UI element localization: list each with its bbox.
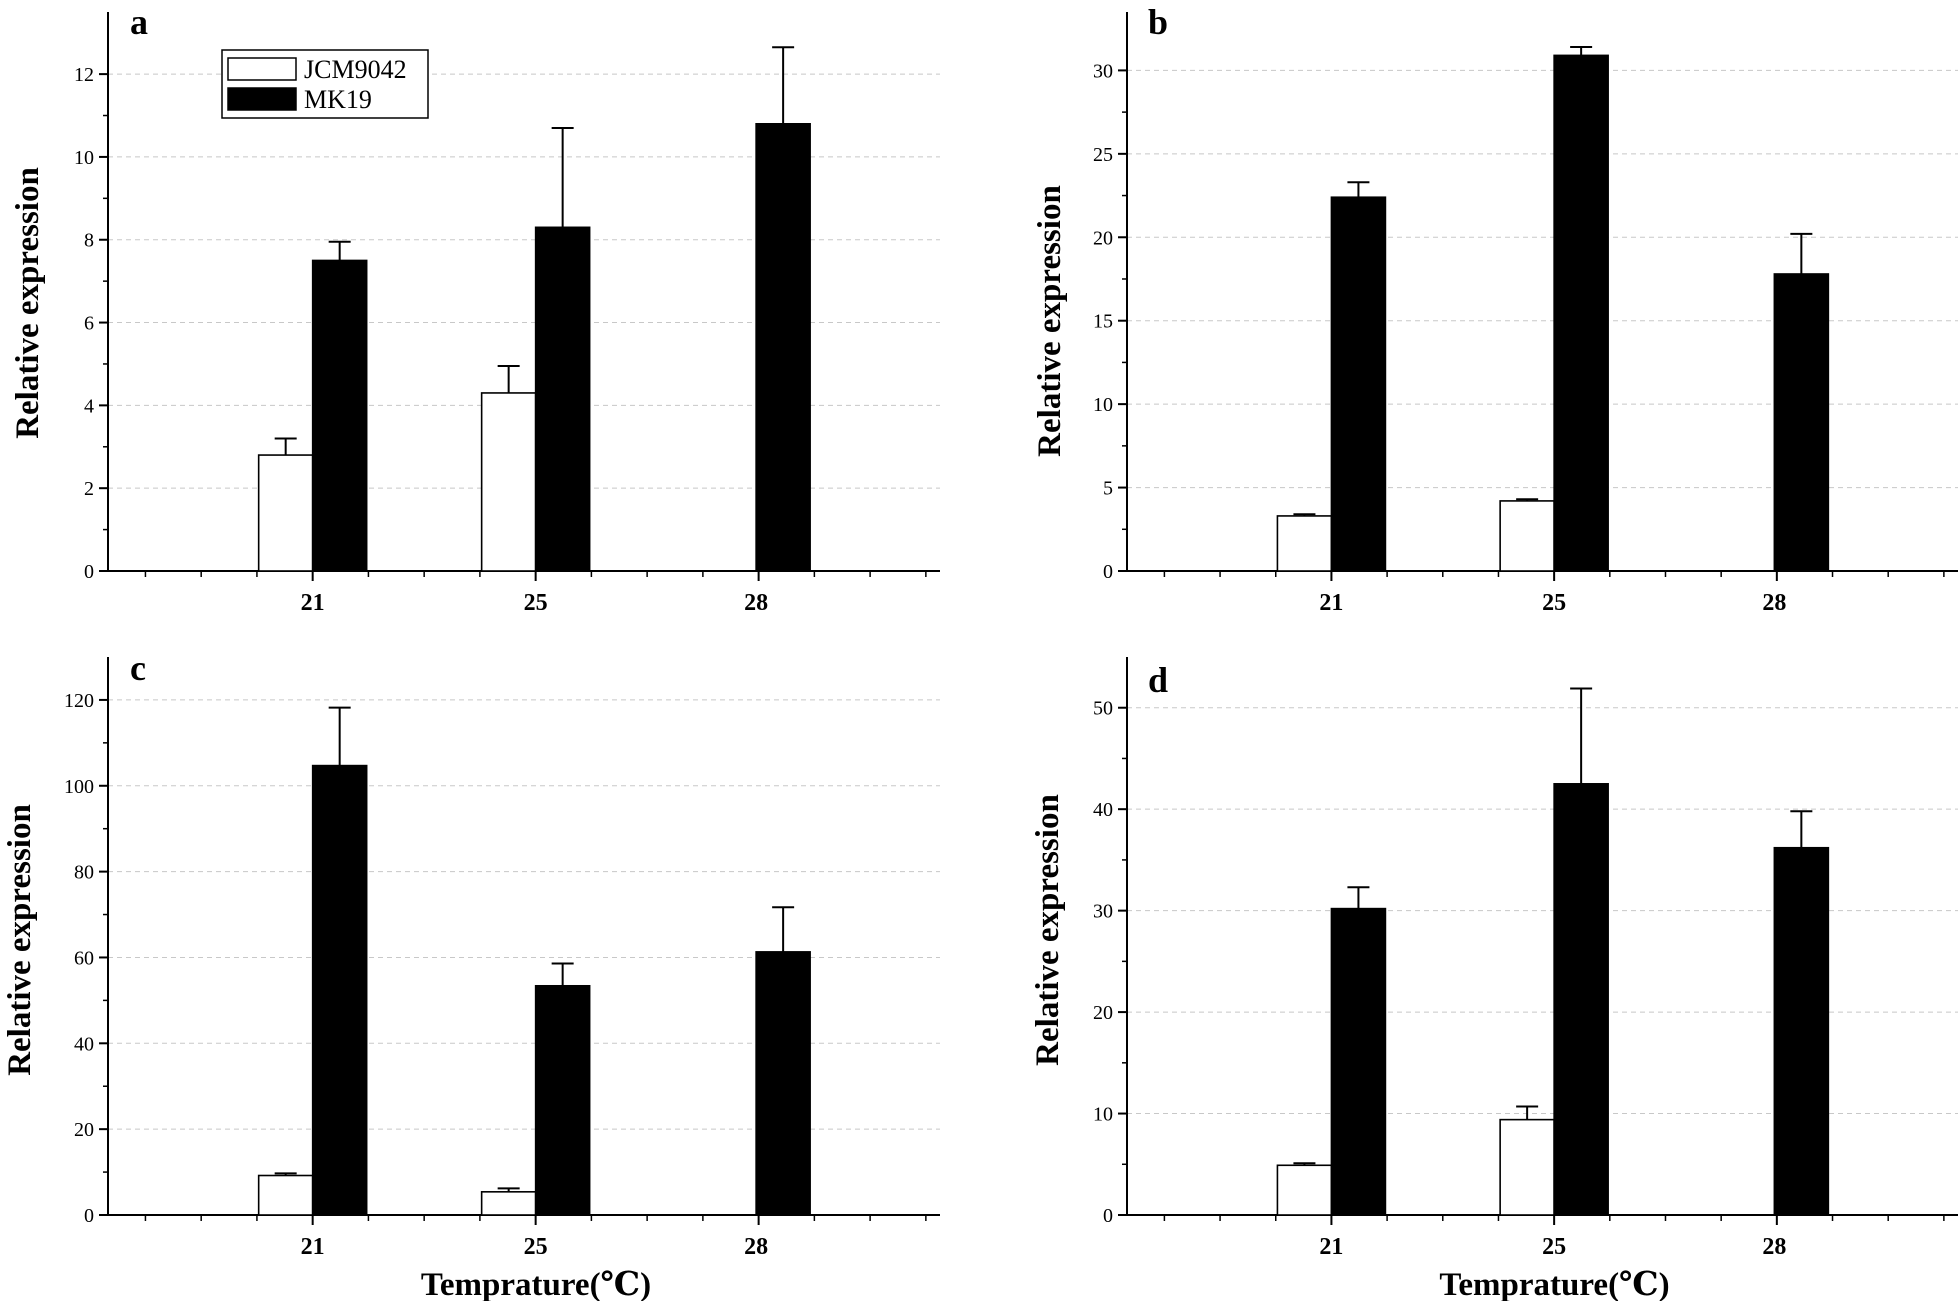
y-tick-label: 20	[1093, 227, 1113, 249]
x-tick-label: 28	[744, 590, 768, 616]
x-tick-label: 21	[1319, 1234, 1343, 1260]
panel-label: d	[1148, 660, 1168, 700]
y-tick-label: 0	[1103, 1205, 1113, 1227]
y-tick-label: 0	[84, 1205, 94, 1227]
y-tick-label: 50	[1093, 698, 1113, 720]
y-tick-label: 80	[74, 862, 94, 884]
y-tick-label: 20	[74, 1119, 94, 1141]
panel-label: c	[130, 648, 146, 688]
x-tick-label: 25	[1542, 590, 1566, 616]
y-tick-label: 30	[1093, 60, 1113, 82]
bar-mk19-21	[311, 764, 368, 1216]
bar-mk19-21	[311, 259, 368, 572]
panel-a: 0 2 4 6 8 10 12 21 25 28 a Relative expression JCM90…	[10, 2, 940, 616]
bar-jcm9042-21	[1276, 1164, 1333, 1216]
x-tick-label: 25	[1542, 1234, 1566, 1260]
y-axis-title: Relative expression	[2, 804, 38, 1076]
bar-jcm9042-25	[480, 1191, 537, 1216]
x-axis-title: Temprature(℃)	[421, 1267, 651, 1301]
bar-mk19-25	[1553, 54, 1609, 572]
y-tick-label: 0	[84, 561, 94, 583]
legend-swatch-jcm9042	[227, 57, 297, 81]
bar-mk19-28	[755, 951, 811, 1216]
y-tick-label: 100	[64, 776, 94, 798]
y-tick-label: 10	[1093, 394, 1113, 416]
x-tick-label: 21	[301, 1234, 325, 1260]
bar-mk19-28	[1773, 846, 1830, 1216]
bar-jcm9042-21	[257, 1174, 314, 1216]
y-tick-label: 5	[1103, 478, 1113, 500]
bar-jcm9042-21	[1276, 515, 1333, 572]
y-axis-title: Relative expression	[10, 167, 46, 439]
x-axis-title: Temprature(℃)	[1439, 1267, 1669, 1301]
legend-swatch-mk19	[227, 87, 297, 111]
x-tick-label: 28	[1762, 590, 1786, 616]
y-tick-label: 40	[1093, 799, 1113, 821]
y-tick-label: 10	[1093, 1104, 1113, 1126]
y-tick-label: 4	[84, 395, 94, 417]
x-tick-label: 28	[1762, 1234, 1786, 1260]
y-tick-label: 0	[1103, 561, 1113, 583]
x-tick-label: 25	[524, 1234, 548, 1260]
y-tick-label: 40	[74, 1033, 94, 1055]
panel-label: a	[130, 2, 148, 42]
y-tick-label: 15	[1093, 311, 1113, 333]
y-tick-label: 6	[84, 313, 94, 335]
bar-mk19-21	[1330, 907, 1387, 1216]
y-axis-title: Relative expression	[1030, 794, 1066, 1066]
y-tick-label: 60	[74, 947, 94, 969]
y-tick-label: 20	[1093, 1002, 1113, 1024]
bar-jcm9042-25	[480, 392, 537, 572]
x-tick-label: 25	[524, 590, 548, 616]
bar-mk19-28	[755, 123, 811, 572]
bar-jcm9042-21	[257, 454, 314, 572]
bar-jcm9042-25	[1499, 500, 1555, 572]
y-tick-label: 30	[1093, 901, 1113, 923]
x-tick-label: 21	[1319, 590, 1343, 616]
panel-d: 0 10 20 30 40 50 21 25 28 d Relative expression Tem…	[1030, 657, 1958, 1301]
bar-mk19-21	[1330, 196, 1387, 572]
bar-mk19-28	[1773, 273, 1830, 572]
bar-mk19-25	[534, 226, 591, 572]
y-tick-label: 8	[84, 230, 94, 252]
y-tick-label: 2	[84, 478, 94, 500]
legend-label: JCM9042	[304, 55, 407, 84]
y-tick-label: 25	[1093, 144, 1113, 166]
y-axis-title: Relative expression	[1032, 185, 1068, 457]
y-tick-label: 10	[74, 147, 94, 169]
bar-mk19-25	[1553, 783, 1609, 1216]
bar-mk19-25	[534, 984, 591, 1216]
y-tick-label: 12	[74, 64, 94, 86]
x-tick-label: 21	[301, 590, 325, 616]
bar-jcm9042-25	[1499, 1118, 1555, 1216]
legend-label: MK19	[304, 85, 372, 114]
panel-b: 0 5 10 15 20 25 30 21 25 28 b Relative expression	[1032, 2, 1958, 616]
y-tick-label: 120	[64, 690, 94, 712]
panel-label: b	[1148, 2, 1168, 42]
x-tick-label: 28	[744, 1234, 768, 1260]
panel-c: 0 20 40 60 80 100 120 21 25 28 c Relative expressio…	[2, 648, 940, 1301]
